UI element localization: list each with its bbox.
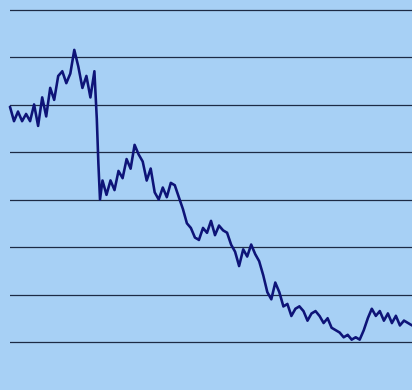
series-line-0 bbox=[8, 48, 412, 341]
series-layer bbox=[8, 48, 412, 341]
